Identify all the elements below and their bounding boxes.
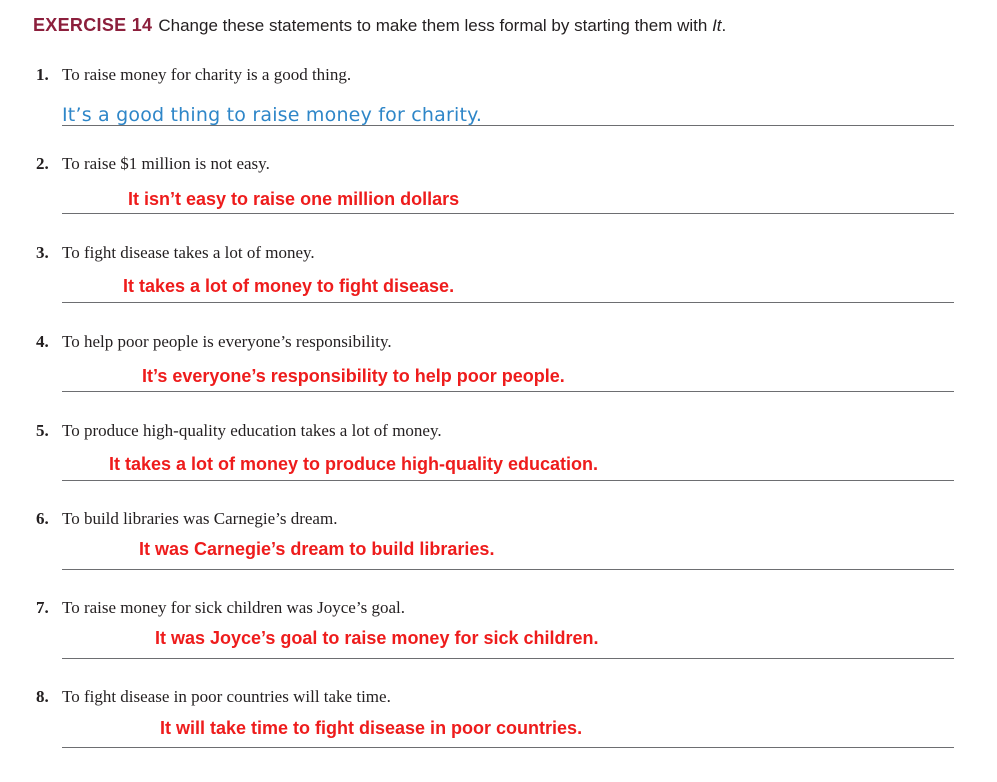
item-prompt: To fight disease in poor countries will … [62, 687, 391, 706]
item-number: 6. [36, 509, 49, 528]
instruction-italic-word: It [712, 16, 722, 35]
filled-answer: It takes a lot of money to produce high-… [107, 453, 601, 475]
exercise-item-7: 7. To raise money for sick children was … [36, 597, 954, 687]
exercise-item-2: 2. To raise $1 million is not easy. It i… [36, 153, 954, 243]
instruction-period: . [721, 16, 727, 35]
instruction-text: Change these statements to make them les… [158, 16, 713, 35]
item-number: 4. [36, 332, 49, 351]
exercise-header: EXERCISE 14 Change these statements to ma… [33, 13, 726, 38]
answer-line [62, 125, 954, 126]
exercise-item-1: 1. To raise money for charity is a good … [36, 64, 954, 154]
exercise-item-6: 6. To build libraries was Carnegie’s dre… [36, 508, 954, 598]
answer-line [62, 213, 954, 214]
item-prompt: To raise money for charity is a good thi… [62, 65, 352, 84]
filled-answer: It’s everyone’s responsibility to help p… [140, 365, 567, 387]
answer-line [62, 391, 954, 392]
example-answer: It’s a good thing to raise money for cha… [62, 104, 483, 126]
filled-answer: It will take time to fight disease in po… [158, 717, 585, 739]
exercise-item-8: 8. To fight disease in poor countries wi… [36, 686, 954, 776]
item-number: 1. [36, 65, 49, 84]
filled-answer: It was Carnegie’s dream to build librari… [137, 538, 497, 560]
answer-line [62, 480, 954, 481]
answer-line [62, 747, 954, 748]
item-number: 5. [36, 421, 49, 440]
item-prompt: To build libraries was Carnegie’s dream. [62, 509, 338, 528]
exercise-item-5: 5. To produce high-quality education tak… [36, 420, 954, 510]
filled-answer: It takes a lot of money to fight disease… [121, 275, 457, 297]
item-number: 3. [36, 243, 49, 262]
exercise-instruction: Change these statements to make them les… [158, 16, 726, 35]
item-prompt: To produce high-quality education takes … [62, 421, 442, 440]
item-prompt: To raise $1 million is not easy. [62, 154, 270, 173]
item-number: 2. [36, 154, 49, 173]
exercise-label: EXERCISE 14 [33, 15, 153, 35]
exercise-item-4: 4. To help poor people is everyone’s res… [36, 331, 954, 421]
item-prompt: To raise money for sick children was Joy… [62, 598, 405, 617]
filled-answer: It was Joyce’s goal to raise money for s… [153, 627, 601, 649]
item-prompt: To help poor people is everyone’s respon… [62, 332, 392, 351]
item-number: 7. [36, 598, 49, 617]
answer-line [62, 658, 954, 659]
answer-line [62, 569, 954, 570]
filled-answer: It isn’t easy to raise one million dolla… [126, 188, 462, 210]
item-prompt: To fight disease takes a lot of money. [62, 243, 315, 262]
answer-line [62, 302, 954, 303]
item-number: 8. [36, 687, 49, 706]
exercise-item-3: 3. To fight disease takes a lot of money… [36, 242, 954, 332]
